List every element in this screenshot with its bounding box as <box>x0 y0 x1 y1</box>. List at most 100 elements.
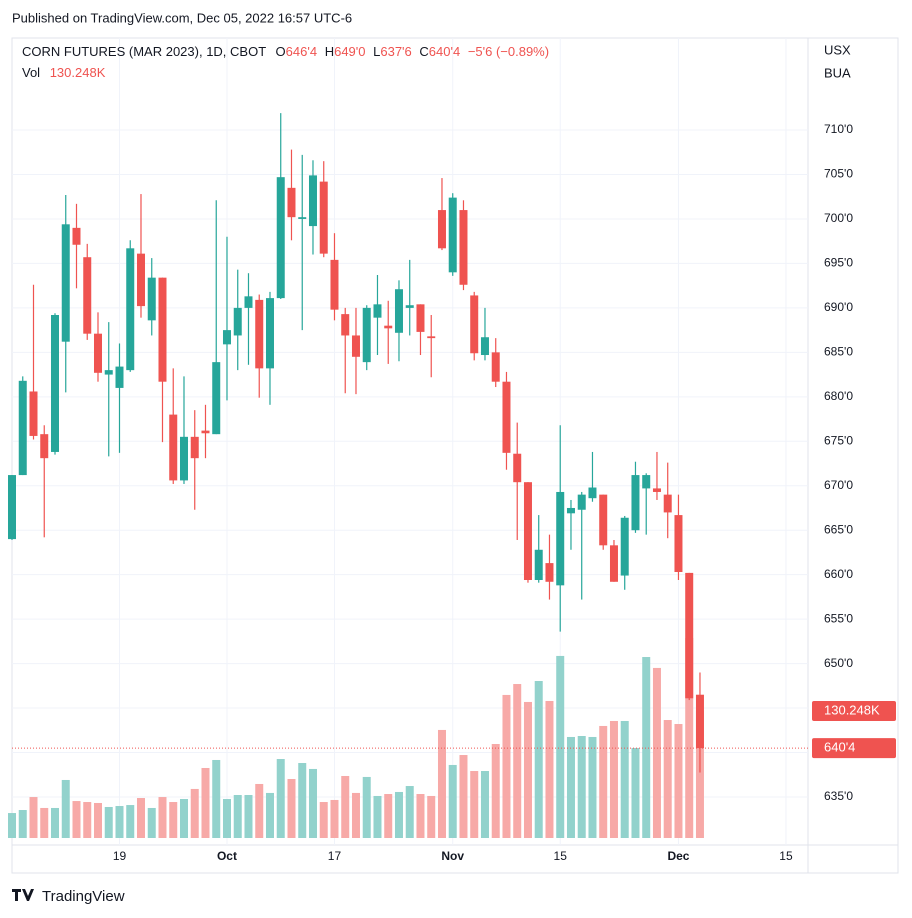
candle-body <box>222 330 231 345</box>
volume-bar <box>427 795 436 838</box>
x-tick-label: Oct <box>217 849 237 863</box>
volume-label-box <box>812 700 896 721</box>
volume-bar <box>169 802 178 838</box>
y-tick-label: 710'0 <box>824 122 853 136</box>
candle-body <box>319 181 328 254</box>
volume-bar <box>642 657 651 838</box>
volume-bar <box>298 763 307 838</box>
y-tick-label: 650'0 <box>824 656 853 670</box>
volume-bar <box>233 794 242 838</box>
volume-bar <box>287 779 296 838</box>
volume-bar <box>588 736 597 838</box>
volume-bar <box>556 655 565 838</box>
y-tick-label: 635'0 <box>824 789 853 803</box>
y-tick-label: 685'0 <box>824 345 853 359</box>
candle-body <box>545 563 554 582</box>
candle-body <box>255 299 264 369</box>
volume-bar <box>663 720 672 838</box>
unit: BUA <box>824 65 851 80</box>
legend-key: L <box>373 44 380 59</box>
volume-bar <box>61 779 70 838</box>
volume-bar <box>459 755 468 838</box>
candle-body <box>609 545 618 582</box>
candle-body <box>212 362 221 435</box>
y-tick-label: 690'0 <box>824 300 853 314</box>
volume-bar <box>534 681 543 838</box>
candle-body <box>642 475 651 489</box>
x-tick-label: 19 <box>113 849 127 863</box>
volume-bar <box>179 798 188 838</box>
volume-bar <box>201 767 210 838</box>
volume-bar <box>566 736 575 838</box>
volume-bar <box>373 795 382 838</box>
y-tick-label: 705'0 <box>824 167 853 181</box>
volume-bar <box>255 783 264 838</box>
candle-body <box>126 248 135 371</box>
footer-brand: TradingView <box>42 888 125 905</box>
legend-value: 637'6 <box>380 44 411 59</box>
y-tick-label: 660'0 <box>824 567 853 581</box>
volume-bar <box>620 720 629 838</box>
volume-bar <box>480 771 489 838</box>
candle-body <box>663 494 672 513</box>
candle-body <box>287 187 296 218</box>
volume-bar <box>437 729 446 838</box>
legend-key: H <box>325 44 334 59</box>
candle-body <box>308 175 317 227</box>
x-tick-label: 15 <box>554 849 568 863</box>
candle-body <box>556 491 565 586</box>
candle-body <box>298 217 307 219</box>
legend-value: 646'4 <box>286 44 317 59</box>
volume-bar <box>104 806 113 838</box>
footer-logo <box>12 889 34 901</box>
candle-body <box>265 298 274 369</box>
candle-body <box>491 352 500 382</box>
x-tick-label: 17 <box>328 849 342 863</box>
candle-body <box>190 436 199 459</box>
volume-bar <box>685 638 694 838</box>
volume-bar <box>341 775 350 838</box>
y-tick-label: 655'0 <box>824 611 853 625</box>
candle-body <box>566 507 575 514</box>
currency: USX <box>824 42 851 57</box>
volume-bar <box>470 771 479 838</box>
candle-body <box>351 335 360 357</box>
volume-bar <box>609 720 618 838</box>
volume-bar <box>222 798 231 838</box>
candle-body <box>40 434 49 459</box>
candle-body <box>93 333 102 373</box>
candle-body <box>405 305 414 308</box>
volume-bar <box>83 802 92 838</box>
candle-body <box>448 197 457 273</box>
legend-key: C <box>419 44 428 59</box>
candle-body <box>136 253 145 307</box>
volume-bar <box>674 724 683 838</box>
vol-title: Vol <box>22 65 40 80</box>
candle-body <box>577 494 586 510</box>
candle-body <box>201 430 210 434</box>
volume-bar <box>29 797 38 838</box>
candle-body <box>620 517 629 576</box>
published-note: Published on TradingView.com, Dec 05, 20… <box>12 10 352 25</box>
volume-bar <box>147 807 156 838</box>
volume-bar <box>513 684 522 838</box>
volume-bar <box>351 792 360 838</box>
candle-body <box>523 482 532 581</box>
candle-body <box>502 381 511 453</box>
volume-bar <box>491 743 500 838</box>
candle-body <box>330 259 339 310</box>
candle-body <box>674 515 683 572</box>
candle-body <box>652 488 661 492</box>
volume-bar <box>577 736 586 838</box>
candle-body <box>599 494 608 546</box>
volume-bar <box>545 700 554 838</box>
volume-bar <box>394 791 403 838</box>
volume-bar <box>265 792 274 838</box>
volume-bar <box>362 776 371 838</box>
candle-body <box>513 453 522 483</box>
chart-frame <box>11 37 899 874</box>
volume-bar <box>126 805 135 838</box>
volume-bar <box>276 759 285 838</box>
candle-body <box>459 210 468 285</box>
volume-bar <box>652 667 661 838</box>
